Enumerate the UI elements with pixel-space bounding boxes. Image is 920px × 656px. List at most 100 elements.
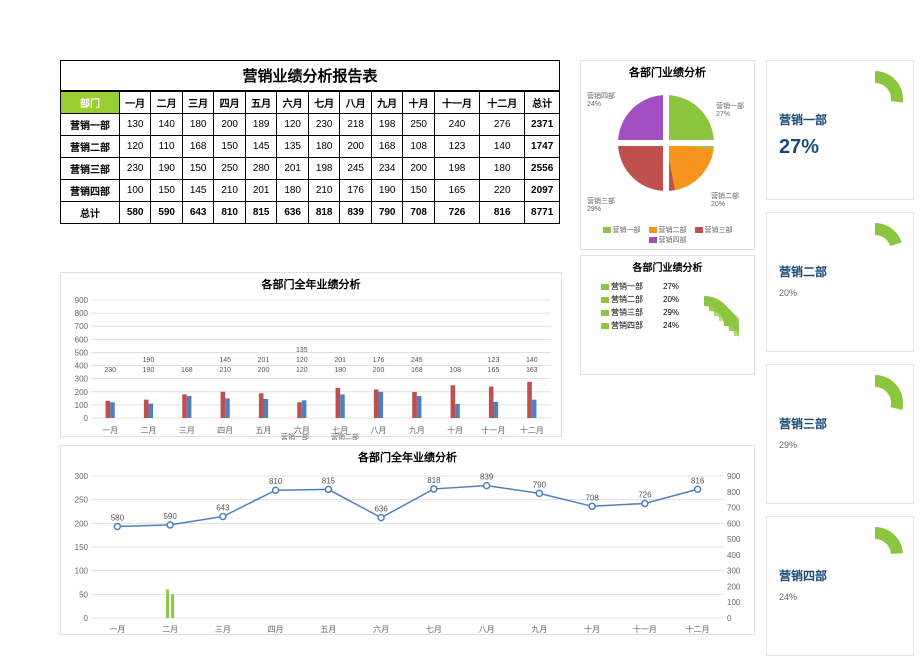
pie-slice-label: 营销一部27%: [716, 101, 744, 118]
month-header: 五月: [245, 92, 277, 114]
svg-text:708: 708: [585, 493, 599, 502]
cell: 201: [277, 158, 309, 180]
cell: 176: [340, 180, 372, 202]
smallpie-legend-row: 营销一部27%: [601, 281, 679, 292]
cell: 250: [403, 114, 435, 136]
smallpie-arcs: [669, 291, 739, 361]
cell: 189: [245, 114, 277, 136]
svg-text:200: 200: [75, 519, 89, 528]
dept-card: 营销二部 20%: [766, 212, 914, 352]
cell: 135: [277, 136, 309, 158]
smallpie-legend-row: 营销三部29%: [601, 307, 679, 318]
card-arc: [845, 69, 905, 132]
svg-text:643: 643: [216, 504, 230, 513]
marker: [273, 487, 279, 493]
svg-text:400: 400: [727, 551, 741, 560]
cell: 200: [214, 114, 246, 136]
col-total: 726: [434, 202, 479, 224]
svg-text:九月: 九月: [531, 625, 547, 634]
svg-text:590: 590: [163, 512, 177, 521]
cell: 123: [434, 136, 479, 158]
cell: 240: [434, 114, 479, 136]
marker: [536, 490, 542, 496]
month-header: 四月: [214, 92, 246, 114]
bar: [455, 404, 460, 418]
cell: 245: [340, 158, 372, 180]
svg-text:八月: 八月: [371, 426, 387, 435]
card-pct: 24%: [779, 592, 797, 602]
card-label: 营销四部: [779, 567, 827, 584]
svg-text:123: 123: [488, 357, 500, 364]
svg-text:200: 200: [75, 388, 89, 397]
smallpie-title: 各部门业绩分析: [581, 256, 754, 277]
cell: 190: [371, 180, 403, 202]
svg-text:810: 810: [269, 477, 283, 486]
svg-text:176: 176: [373, 357, 385, 364]
month-header: 十月: [403, 92, 435, 114]
month-header: 七月: [308, 92, 340, 114]
svg-text:600: 600: [727, 519, 741, 528]
pie-title: 各部门业绩分析: [581, 61, 754, 83]
cell: 201: [245, 180, 277, 202]
col-total: 636: [277, 202, 309, 224]
card-arc: [845, 525, 905, 588]
cell: 180: [182, 114, 214, 136]
svg-text:818: 818: [427, 476, 441, 485]
total-row: 总计58059064381081563681883979070872681687…: [61, 202, 560, 224]
col-total: 590: [151, 202, 183, 224]
svg-text:120: 120: [296, 367, 308, 374]
marker: [325, 486, 331, 492]
svg-text:八月: 八月: [479, 625, 495, 634]
svg-text:四月: 四月: [217, 426, 233, 435]
cell: 220: [480, 180, 525, 202]
bar: [451, 385, 456, 418]
svg-text:十二月: 十二月: [686, 624, 710, 634]
month-header: 六月: [277, 92, 309, 114]
bar: [417, 396, 422, 418]
marker: [484, 483, 490, 489]
bar: [336, 388, 341, 418]
smallpie-legend-row: 营销二部20%: [601, 294, 679, 305]
svg-text:营销二部: 营销二部: [331, 432, 359, 440]
svg-text:十一月: 十一月: [633, 624, 657, 634]
svg-text:150: 150: [75, 543, 89, 552]
month-header: 八月: [340, 92, 372, 114]
pie-svg: [616, 93, 716, 193]
cell: 165: [434, 180, 479, 202]
svg-text:十二月: 十二月: [520, 425, 544, 435]
svg-text:790: 790: [533, 480, 547, 489]
cell: 145: [245, 136, 277, 158]
performance-table: 营销业绩分析报告表 部门一月二月三月四月五月六月七月八月九月十月十一月十二月总计…: [60, 60, 560, 224]
cell: 230: [119, 158, 151, 180]
cell: 150: [151, 180, 183, 202]
cell: 234: [371, 158, 403, 180]
pie-slice: [618, 95, 666, 143]
table-row: 营销一部130140180200189120230218198250240276…: [61, 114, 560, 136]
cell: 180: [480, 158, 525, 180]
dept-card: 营销三部 29%: [766, 364, 914, 504]
svg-text:700: 700: [75, 322, 89, 331]
line-svg: 0501001502002503000100200300400500600700…: [61, 468, 754, 638]
cell: 150: [214, 136, 246, 158]
bar: [302, 400, 307, 418]
cell: 108: [403, 136, 435, 158]
svg-text:726: 726: [638, 490, 652, 499]
row-total: 2556: [525, 158, 560, 180]
card-arc: [845, 373, 905, 436]
svg-text:168: 168: [181, 367, 193, 374]
cell: 110: [151, 136, 183, 158]
svg-text:190: 190: [143, 357, 155, 364]
bar: [264, 399, 269, 418]
cell: 180: [277, 180, 309, 202]
month-header: 一月: [119, 92, 151, 114]
total-label: 总计: [61, 202, 120, 224]
small-pie-chart: 各部门业绩分析 营销一部27%营销二部20%营销三部29%营销四部24%: [580, 255, 755, 375]
row-total: 2371: [525, 114, 560, 136]
svg-text:十月: 十月: [584, 624, 600, 634]
bar: [297, 402, 302, 418]
card-pct: 20%: [779, 288, 797, 298]
svg-text:800: 800: [727, 488, 741, 497]
card-arc: [845, 221, 905, 284]
dept-header: 部门: [61, 92, 120, 114]
svg-text:200: 200: [258, 367, 270, 374]
